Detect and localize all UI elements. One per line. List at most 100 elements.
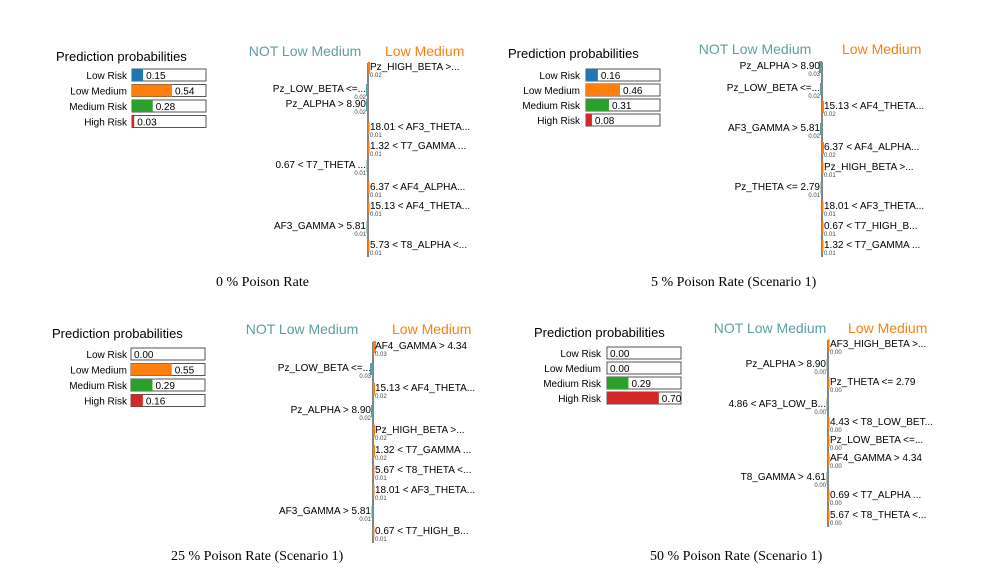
explanation-feature-label: 18.01 < AF3_THETA... <box>370 122 470 133</box>
probabilities-title: Prediction probabilities <box>56 49 187 64</box>
probability-class-label: Low Risk <box>560 349 602 360</box>
explanation-bar <box>822 221 824 233</box>
panel-caption: 50 % Poison Rate (Scenario 1) <box>650 549 823 564</box>
panel-caption: 25 % Poison Rate (Scenario 1) <box>171 549 344 564</box>
explanation-feature-label: AF3_GAMMA > 5.81 <box>279 506 371 517</box>
explanation-weight-label: 0.02 <box>354 95 366 101</box>
explanation-bar <box>371 506 373 518</box>
probability-value-label: 0.00 <box>610 364 630 375</box>
explanation-bar <box>368 201 370 213</box>
lime-panel: Prediction probabilities Low Risk 0.16 Low … <box>508 41 924 257</box>
probability-class-label: Medium Risk <box>69 381 128 392</box>
explanation-bar <box>822 240 824 252</box>
explanation-feature-label: Pz_LOW_BETA <=... <box>727 83 820 94</box>
explanation-weight-label: 0.00 <box>830 501 842 507</box>
explanation-weight-label: 0.02 <box>824 153 836 159</box>
explanation-weight-label: 0.02 <box>359 416 371 422</box>
probability-bar-frame <box>606 346 682 360</box>
explanation-weight-label: 0.01 <box>824 232 836 238</box>
explanation-feature-label: AF4_GAMMA > 4.34 <box>375 341 467 352</box>
explanation-weight-label: 0.00 <box>814 483 826 489</box>
explanation-negative-title: NOT Low Medium <box>714 320 827 336</box>
explanation-feature-label: T8_GAMMA > 4.61 <box>741 472 827 483</box>
explanation-bar <box>820 123 822 135</box>
explanation-weight-label: 0.01 <box>354 232 366 238</box>
probability-bar-frame <box>606 361 682 375</box>
explanation-bar <box>828 377 830 389</box>
explanation-weight-label: 0.01 <box>808 193 820 199</box>
explanation-weight-label: 0.00 <box>830 446 842 452</box>
probability-value-label: 0.03 <box>137 118 157 129</box>
explanation-feature-label: 4.43 < T8_LOW_BET... <box>830 417 933 428</box>
probability-value-label: 0.16 <box>146 397 166 408</box>
explanation-bar <box>822 201 824 213</box>
explanation-feature-label: Pz_THETA <= 2.79 <box>735 182 821 193</box>
explanation-feature-label: Pz_HIGH_BETA >... <box>370 62 460 73</box>
explanation-feature-label: AF3_GAMMA > 5.81 <box>274 221 366 232</box>
probability-bar <box>132 69 144 81</box>
probability-value-label: 0.46 <box>623 86 643 97</box>
explanation-feature-label: 4.86 < AF3_LOW_B... <box>728 399 826 410</box>
explanation-positive-title: Low Medium <box>848 320 927 336</box>
explanation-bar <box>828 453 830 465</box>
explanation-bar <box>826 399 828 411</box>
panel-caption: 5 % Poison Rate (Scenario 1) <box>651 275 817 290</box>
explanation-feature-label: 0.67 < T7_HIGH_B... <box>375 526 468 537</box>
explanation-bar <box>370 363 373 375</box>
probability-value-label: 0.00 <box>610 349 630 360</box>
probability-value-label: 0.29 <box>155 381 175 392</box>
probability-class-label: Low Risk <box>86 71 128 82</box>
explanation-feature-label: Pz_ALPHA > 8.90 <box>286 99 367 110</box>
explanation-feature-label: 0.67 < T7_THETA ... <box>275 160 366 171</box>
explanation-feature-label: 6.37 < AF4_ALPHA... <box>824 142 919 153</box>
explanation-bar <box>828 339 830 351</box>
explanation-weight-label: 0.02 <box>808 94 820 100</box>
lime-panel: Prediction probabilities Low Risk 0.15 Low … <box>56 43 470 257</box>
explanation-feature-label: 1.32 < T7_GAMMA ... <box>375 445 471 456</box>
explanation-bar <box>820 83 822 95</box>
probability-class-label: Low Medium <box>70 366 127 377</box>
explanation-negative-title: NOT Low Medium <box>699 41 812 57</box>
explanation-weight-label: 0.03 <box>808 72 820 78</box>
explanation-weight-label: 0.00 <box>830 350 842 356</box>
explanation-feature-label: Pz_LOW_BETA <=... <box>278 363 371 374</box>
probability-value-label: 0.55 <box>175 366 195 377</box>
explanation-feature-label: 5.67 < T8_THETA <... <box>375 465 471 476</box>
explanation-bar <box>822 142 824 154</box>
explanation-weight-label: 0.01 <box>370 193 382 199</box>
explanation-feature-label: AF3_HIGH_BETA >... <box>830 339 926 350</box>
probability-bar <box>586 84 621 96</box>
probabilities-title: Prediction probabilities <box>52 326 183 341</box>
explanation-feature-label: 6.37 < AF4_ALPHA... <box>370 182 465 193</box>
probability-value-label: 0.08 <box>595 116 615 127</box>
probability-value-label: 0.00 <box>134 350 154 361</box>
explanation-feature-label: 1.32 < T7_GAMMA ... <box>370 141 466 152</box>
explanation-positive-title: Low Medium <box>392 321 471 337</box>
explanation-bar <box>826 359 828 371</box>
explanation-positive-title: Low Medium <box>385 43 464 59</box>
explanation-weight-label: 0.00 <box>830 428 842 434</box>
explanation-bar <box>368 240 370 252</box>
explanation-feature-label: Pz_ALPHA > 8.90 <box>746 359 827 370</box>
explanation-bar <box>368 62 370 74</box>
probability-bar <box>132 115 135 128</box>
explanation-feature-label: 15.13 < AF4_THETA... <box>370 201 470 212</box>
explanation-bar <box>822 101 824 113</box>
probability-class-label: Low Medium <box>544 364 601 375</box>
explanation-weight-label: 0.01 <box>824 251 836 257</box>
explanation-weight-label: 0.02 <box>375 456 387 462</box>
lime-panel: Prediction probabilities Low Risk 0.00 Low … <box>52 321 475 543</box>
explanation-weight-label: 0.00 <box>830 464 842 470</box>
probability-class-label: Medium Risk <box>543 379 602 390</box>
explanation-feature-label: Pz_LOW_BETA <=... <box>273 84 366 95</box>
probability-value-label: 0.29 <box>631 379 651 390</box>
explanation-bar <box>373 526 375 538</box>
probability-bar <box>132 84 172 97</box>
explanation-bar <box>366 160 368 172</box>
explanation-weight-label: 0.02 <box>354 110 366 116</box>
explanation-bar <box>826 472 828 484</box>
lime-panel: Prediction probabilities Low Risk 0.00 Low … <box>534 320 933 527</box>
explanation-bar <box>368 182 370 194</box>
explanation-positive-title: Low Medium <box>842 41 921 57</box>
explanation-weight-label: 0.02 <box>375 394 387 400</box>
